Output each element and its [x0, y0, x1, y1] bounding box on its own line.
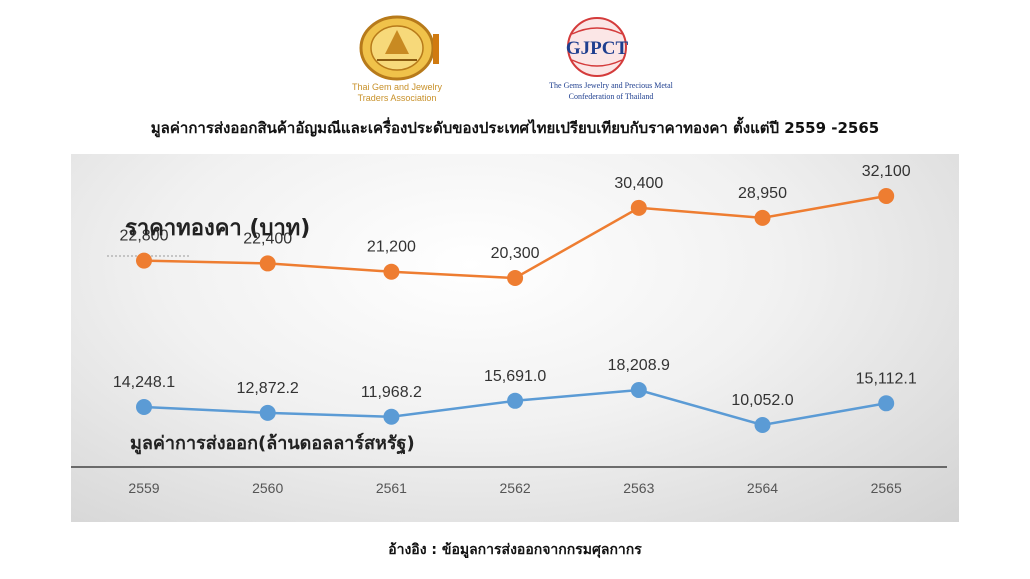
- data-point: [507, 392, 524, 409]
- logo-right-line2: Confederation of Thailand: [569, 92, 654, 101]
- data-label: 22,400: [243, 230, 292, 247]
- data-point: [878, 395, 895, 412]
- x-tick-label: 2559: [128, 480, 159, 496]
- data-point: [383, 263, 400, 280]
- logo-left-line1: Thai Gem and Jewelry: [352, 82, 443, 92]
- chart-title: มูลค่าการส่งออกสินค้าอัญมณีและเครื่องประ…: [150, 119, 880, 137]
- data-point: [754, 417, 771, 433]
- data-point: [630, 199, 647, 216]
- data-label: 21,200: [367, 239, 416, 256]
- x-tick-label: 2560: [252, 480, 283, 496]
- data-label: 12,872.2: [237, 380, 299, 397]
- gjpct-logo: GJPCT The Gems Jewelry and Precious Meta…: [536, 14, 686, 106]
- thai-gem-jewelry-traders-association-logo: Thai Gem and Jewelry Traders Association: [347, 14, 447, 106]
- x-tick-label: 2561: [376, 480, 407, 496]
- x-tick-label: 2564: [747, 480, 778, 496]
- logo-left-line2: Traders Association: [358, 93, 437, 103]
- data-label: 30,400: [614, 175, 663, 192]
- data-label: 28,950: [738, 185, 787, 202]
- chart-panel: [71, 154, 959, 522]
- logo-right-mark: GJPCT: [566, 38, 629, 59]
- data-point: [136, 252, 152, 269]
- data-point: [383, 408, 400, 425]
- data-label: 11,968.2: [361, 384, 422, 401]
- data-label: 15,112.1: [856, 370, 917, 387]
- x-tick-label: 2565: [871, 480, 902, 496]
- data-point: [259, 255, 276, 272]
- data-label: 14,248.1: [113, 374, 175, 391]
- data-point: [630, 382, 647, 398]
- data-point: [259, 404, 276, 421]
- data-label: 20,300: [491, 245, 540, 262]
- x-tick-label: 2563: [623, 480, 654, 496]
- data-label: 10,052.0: [731, 392, 793, 409]
- data-label: 32,100: [862, 163, 911, 180]
- logo-right-line1: The Gems Jewelry and Precious Metal: [549, 81, 674, 90]
- data-label: 18,208.9: [608, 357, 670, 374]
- data-label: 15,691.0: [484, 368, 546, 385]
- data-label: 22,800: [120, 228, 169, 245]
- data-point: [878, 188, 895, 204]
- data-point: [136, 398, 152, 415]
- x-tick-label: 2562: [500, 480, 531, 496]
- data-point: [754, 209, 771, 226]
- export-value-series-label: มูลค่าการส่งออก(ล้านดอลลาร์สหรัฐ): [130, 433, 415, 454]
- data-point: [507, 270, 524, 286]
- source-note: อ้างอิง : ข้อมูลการส่งออกจากกรมศุลกากร: [388, 542, 642, 558]
- gold-price-series-label: ราคาทองคา (บาท): [125, 216, 311, 241]
